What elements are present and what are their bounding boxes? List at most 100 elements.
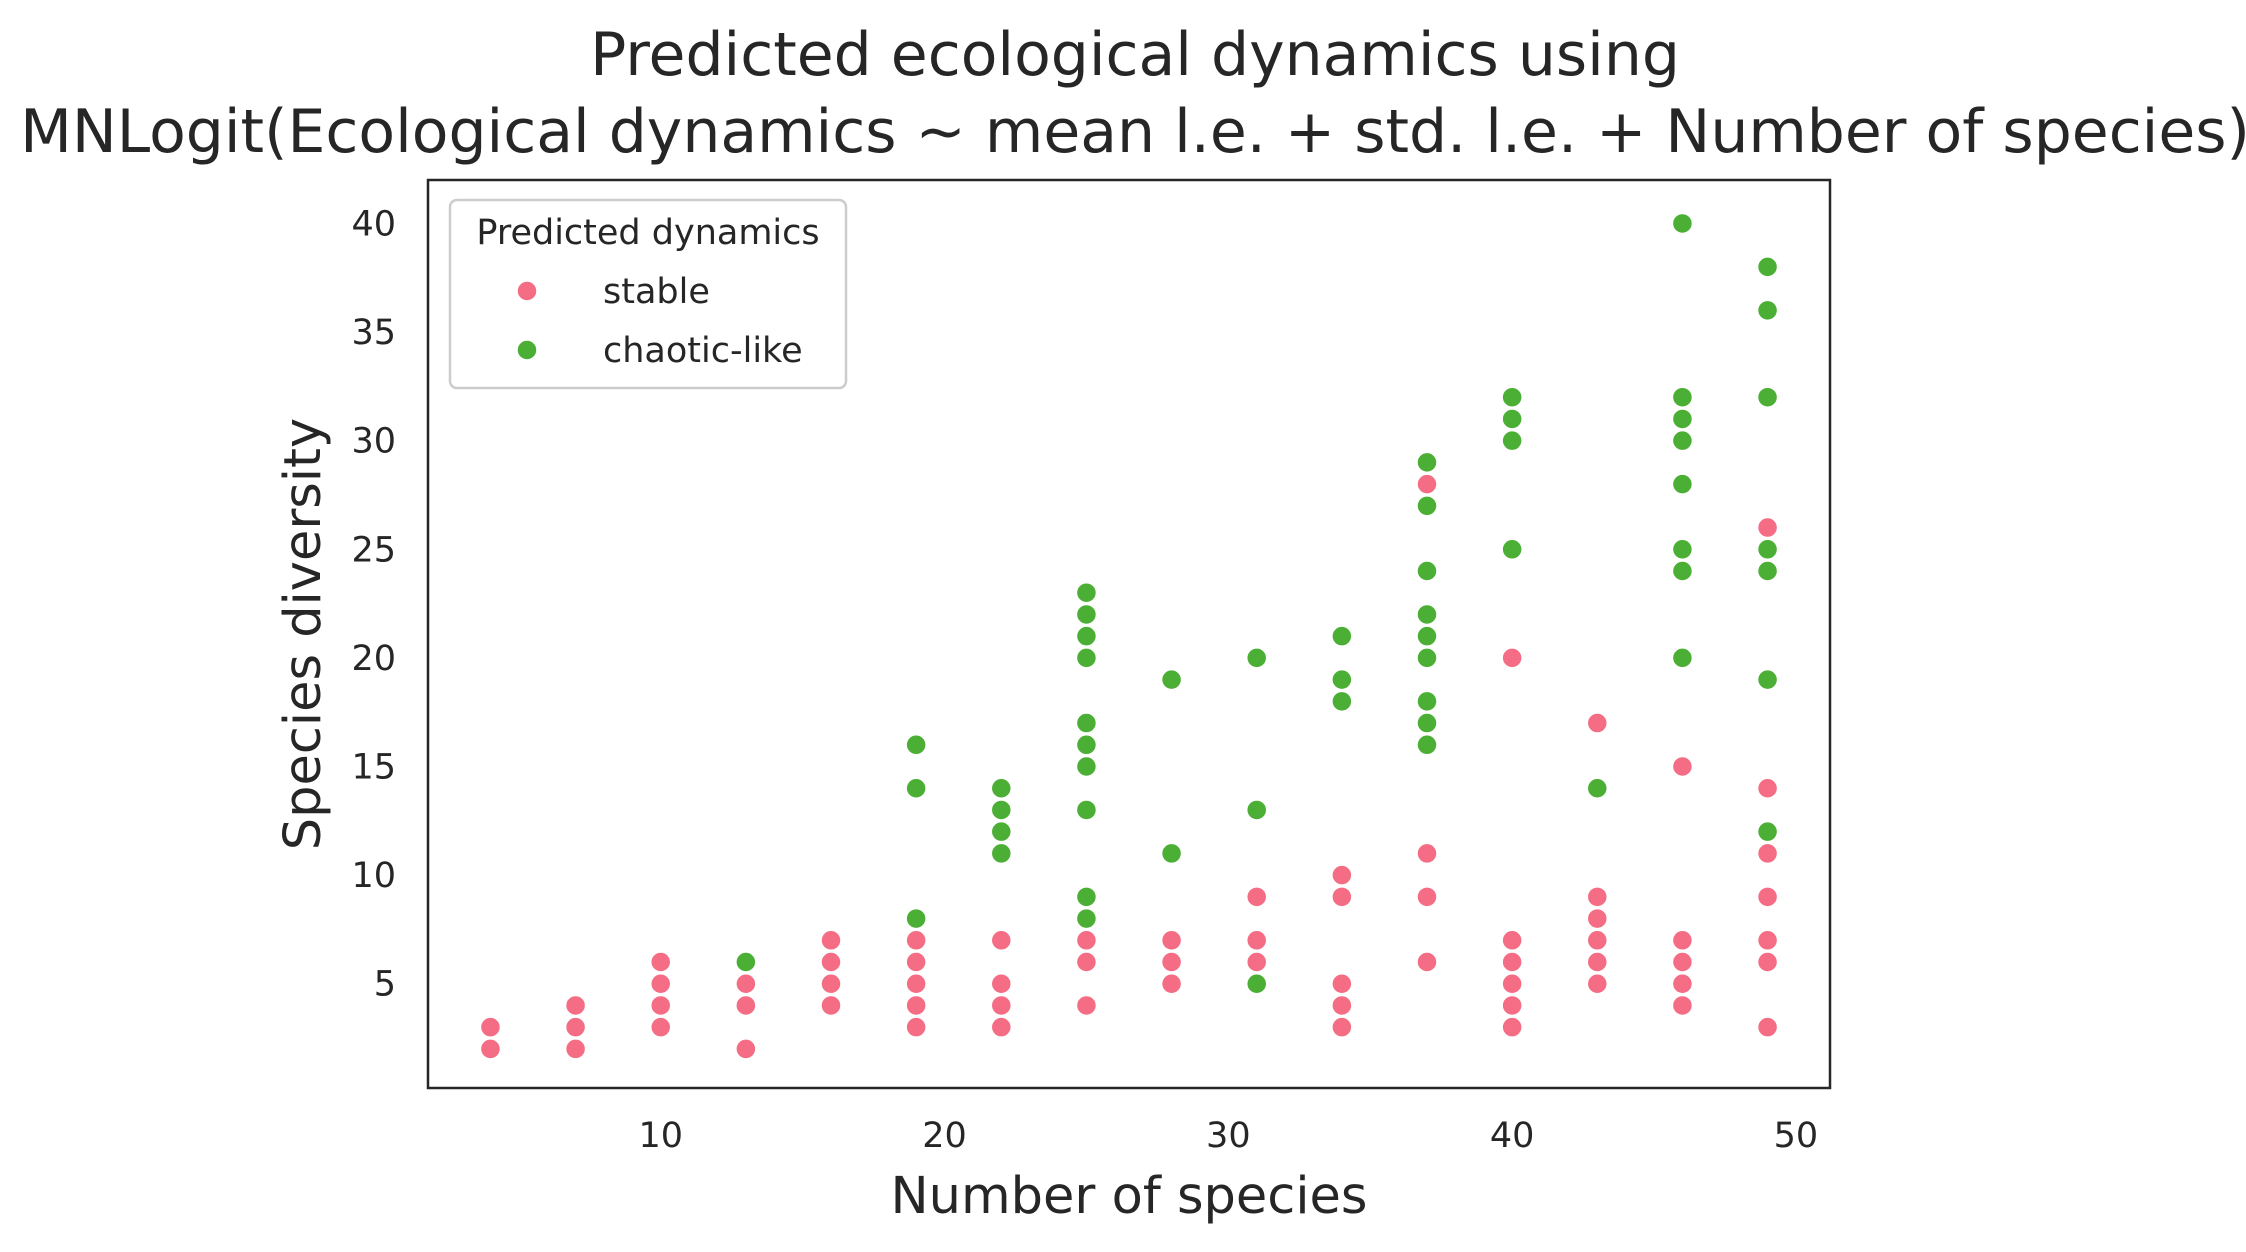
point-stable <box>735 994 757 1017</box>
point-chaotic-like <box>1501 386 1523 408</box>
x-axis: 10 20 30 40 50 <box>638 1116 1818 1156</box>
point-stable <box>1416 842 1438 865</box>
point-stable <box>905 951 927 973</box>
point-stable <box>1160 951 1183 973</box>
point-chaotic-like <box>735 951 757 973</box>
point-stable <box>1331 972 1353 995</box>
point-chaotic-like <box>1671 538 1694 561</box>
y-tick-label: 25 <box>351 530 396 570</box>
y-tick-label: 5 <box>374 965 396 1005</box>
point-stable <box>564 994 587 1017</box>
x-tick-label: 40 <box>1490 1116 1535 1156</box>
point-chaotic-like <box>1671 386 1694 408</box>
point-stable <box>1501 951 1523 973</box>
point-stable <box>1586 972 1609 995</box>
legend-box <box>448 198 848 390</box>
point-stable <box>564 1038 587 1060</box>
point-chaotic-like <box>1671 647 1694 669</box>
y-tick-label: 30 <box>351 422 396 462</box>
point-stable <box>820 951 842 973</box>
point-stable <box>1501 994 1523 1017</box>
point-chaotic-like <box>990 777 1013 799</box>
point-chaotic-like <box>1671 560 1694 582</box>
point-chaotic-like <box>1501 408 1523 430</box>
point-stable <box>1331 1016 1353 1038</box>
point-chaotic-like <box>1671 429 1694 452</box>
point-stable <box>1671 951 1694 973</box>
chart-title-line-1: Predicted ecological dynamics using <box>590 20 1680 90</box>
point-chaotic-like <box>1501 429 1523 452</box>
x-axis-label: Number of species <box>891 1167 1368 1226</box>
point-chaotic-like <box>1671 212 1694 235</box>
point-stable <box>1756 1016 1779 1038</box>
point-chaotic-like <box>1075 799 1098 821</box>
point-stable <box>1416 951 1438 973</box>
point-stable <box>1501 1016 1523 1038</box>
point-stable <box>1331 994 1353 1017</box>
y-tick-label: 20 <box>351 639 396 679</box>
point-chaotic-like <box>1245 647 1268 669</box>
point-stable <box>820 929 842 952</box>
point-stable <box>1075 951 1098 973</box>
x-tick-label: 30 <box>1206 1116 1251 1156</box>
point-stable <box>905 1016 927 1038</box>
point-chaotic-like <box>1331 690 1353 713</box>
point-chaotic-like <box>1671 408 1694 430</box>
point-chaotic-like <box>1756 299 1779 322</box>
legend-label-chaotic-like: chaotic-like <box>603 331 803 371</box>
point-stable <box>1756 951 1779 973</box>
point-chaotic-like <box>1075 755 1098 778</box>
point-chaotic-like <box>1331 625 1353 647</box>
point-stable <box>564 1016 587 1038</box>
point-stable <box>1245 886 1268 908</box>
point-chaotic-like <box>1245 799 1268 821</box>
point-chaotic-like <box>905 777 927 799</box>
point-stable <box>1075 994 1098 1017</box>
legend-title: Predicted dynamics <box>476 213 819 253</box>
point-chaotic-like <box>1756 386 1779 408</box>
point-stable <box>1756 777 1779 799</box>
point-chaotic-like <box>1075 603 1098 626</box>
point-stable <box>1416 473 1438 495</box>
point-chaotic-like <box>1416 451 1438 474</box>
point-stable <box>1756 516 1779 539</box>
y-axis: 5 10 15 20 25 30 35 40 <box>351 204 396 1004</box>
point-chaotic-like <box>1245 972 1268 995</box>
legend: Predicted dynamics stable chaotic-like <box>448 198 848 390</box>
y-tick-label: 15 <box>351 748 396 788</box>
point-stable <box>1501 647 1523 669</box>
legend-label-stable: stable <box>603 272 710 312</box>
point-chaotic-like <box>1075 712 1098 734</box>
point-chaotic-like <box>1160 668 1183 691</box>
point-stable <box>820 972 842 995</box>
point-stable <box>1075 929 1098 952</box>
point-chaotic-like <box>1671 473 1694 495</box>
point-chaotic-like <box>1416 712 1438 734</box>
data-points <box>479 212 1779 1060</box>
point-chaotic-like <box>1586 777 1609 799</box>
point-stable <box>1756 886 1779 908</box>
legend-marker-stable <box>516 280 538 302</box>
point-chaotic-like <box>1075 886 1098 908</box>
point-stable <box>1756 929 1779 952</box>
point-stable <box>1160 929 1183 952</box>
point-stable <box>1586 712 1609 734</box>
point-stable <box>1416 886 1438 908</box>
point-stable <box>990 972 1013 995</box>
point-stable <box>990 994 1013 1017</box>
point-chaotic-like <box>1075 907 1098 930</box>
point-chaotic-like <box>1416 603 1438 626</box>
point-stable <box>1756 842 1779 865</box>
point-stable <box>990 1016 1013 1038</box>
point-chaotic-like <box>905 907 927 930</box>
point-chaotic-like <box>1160 842 1183 865</box>
x-tick-label: 50 <box>1774 1116 1819 1156</box>
point-stable <box>649 994 672 1017</box>
point-stable <box>1331 886 1353 908</box>
point-stable <box>1245 929 1268 952</box>
point-chaotic-like <box>1756 538 1779 561</box>
point-stable <box>649 1016 672 1038</box>
point-stable <box>1586 929 1609 952</box>
point-chaotic-like <box>1075 625 1098 647</box>
